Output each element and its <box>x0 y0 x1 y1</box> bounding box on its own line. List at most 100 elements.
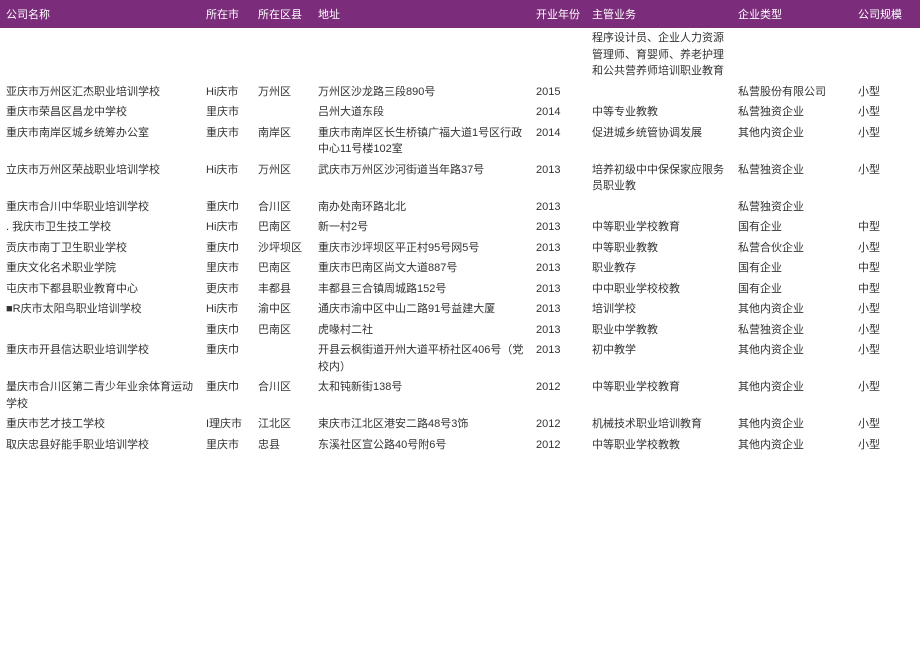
table-row: 重庆市艺才技工学校I理庆市江北区束庆市江北区港安二路48号3饰2012机械技术职… <box>0 414 920 435</box>
cell-city: Hi庆市 <box>200 160 252 197</box>
cell-scale: 小型 <box>852 102 920 123</box>
cell-type: 私营独资企业 <box>732 320 852 341</box>
cell-type: 其他内资企业 <box>732 414 852 435</box>
col-district: 所在区县 <box>252 0 312 28</box>
table-row: 贡庆市南丁卫生职业学校重庆巾沙坪坝区重庆市沙坪坝区平正村95号网5号2013中等… <box>0 238 920 259</box>
col-scale: 公司规模 <box>852 0 920 28</box>
cell-year: 2013 <box>530 299 586 320</box>
col-name: 公司名称 <box>0 0 200 28</box>
cell-district: 合川区 <box>252 197 312 218</box>
cell-business: 机械技术职业培训教育 <box>586 414 732 435</box>
cell-business: 初中教学 <box>586 340 732 377</box>
cell-business: 中等职业学校教育 <box>586 217 732 238</box>
cell-address: 虎喙村二社 <box>312 320 530 341</box>
cell-district: 江北区 <box>252 414 312 435</box>
cell-type: 其他内资企业 <box>732 435 852 456</box>
cell-business <box>586 82 732 103</box>
cell-year: 2012 <box>530 414 586 435</box>
cell-type: 私营独资企业 <box>732 102 852 123</box>
cell-type: 私营独资企业 <box>732 160 852 197</box>
cell-address: 吕州大道东段 <box>312 102 530 123</box>
cell-scale: 中型 <box>852 279 920 300</box>
cell-district: 南岸区 <box>252 123 312 160</box>
cell-address: 武庆市万州区沙河街道当年路37号 <box>312 160 530 197</box>
cell-name: 亚庆市万州区汇杰职业培训学校 <box>0 82 200 103</box>
cell-business: 促进城乡统管协调发展 <box>586 123 732 160</box>
cell-city: 更庆市 <box>200 279 252 300</box>
cell-year: 2013 <box>530 258 586 279</box>
cell-city: 重庆巾 <box>200 377 252 414</box>
cell-scale <box>852 197 920 218</box>
cell-name: 重庆市艺才技工学校 <box>0 414 200 435</box>
cell-year: 2014 <box>530 123 586 160</box>
cell-city: I理庆市 <box>200 414 252 435</box>
cell-year: 2013 <box>530 238 586 259</box>
cell-address: 开县云枫街道开州大道平桥社区406号（党校内） <box>312 340 530 377</box>
cell-district: 丰都县 <box>252 279 312 300</box>
cell-name: 重庆市开县信达职业培训学校 <box>0 340 200 377</box>
cell-city: 重庆巾 <box>200 238 252 259</box>
cell-address: 重庆市沙坪坝区平正村95号网5号 <box>312 238 530 259</box>
cell-district <box>252 28 312 82</box>
company-table: 公司名称 所在市 所在区县 地址 开业年份 主管业务 企业类型 公司规模 程序设… <box>0 0 920 455</box>
cell-name: ■R庆市太阳鸟职业培训学校 <box>0 299 200 320</box>
table-row: 量庆市合川区第二青少年业余体育运动学校重庆巾合川区太和钝新街138号2012中等… <box>0 377 920 414</box>
cell-district: 渝中区 <box>252 299 312 320</box>
cell-scale: 中型 <box>852 217 920 238</box>
col-year: 开业年份 <box>530 0 586 28</box>
cell-business: 中等职业学校教教 <box>586 435 732 456</box>
cell-type: 国有企业 <box>732 217 852 238</box>
header-row: 公司名称 所在市 所在区县 地址 开业年份 主管业务 企业类型 公司规模 <box>0 0 920 28</box>
cell-address: 万州区沙龙路三段890号 <box>312 82 530 103</box>
cell-name: 立庆市万州区荣战职业培训学校 <box>0 160 200 197</box>
cell-business: 中等职业教教 <box>586 238 732 259</box>
cell-name: 重庆市南岸区城乡统筹办公室 <box>0 123 200 160</box>
cell-type: 私营独资企业 <box>732 197 852 218</box>
cell-address <box>312 28 530 82</box>
cell-business: 培训学校 <box>586 299 732 320</box>
cell-name: 屯庆市下都县职业教育中心 <box>0 279 200 300</box>
cell-city <box>200 28 252 82</box>
cell-city: Hi庆市 <box>200 299 252 320</box>
cell-year: 2013 <box>530 160 586 197</box>
cell-address: 通庆市渝中区中山二路91号益建大厦 <box>312 299 530 320</box>
cell-scale: 中型 <box>852 258 920 279</box>
col-business: 主管业务 <box>586 0 732 28</box>
cell-type: 私营股份有限公司 <box>732 82 852 103</box>
cell-name: 重庆市荣昌区昌龙中学校 <box>0 102 200 123</box>
cell-city: Hi庆市 <box>200 217 252 238</box>
cell-business: 培养初级中中保保家应限务员职业教 <box>586 160 732 197</box>
cell-year: 2012 <box>530 435 586 456</box>
cell-type: 其他内资企业 <box>732 377 852 414</box>
cell-address: 南办处南环路北北 <box>312 197 530 218</box>
table-row: 程序设计员、企业人力资源管理师、育婴师、养老护理和公共营养师培训职业教育 <box>0 28 920 82</box>
cell-scale: 小型 <box>852 299 920 320</box>
cell-address: 重庆市巴南区尚文大道887号 <box>312 258 530 279</box>
table-row: 屯庆市下都县职业教育中心更庆市丰都县丰都县三合镇周城路152号2013中中职业学… <box>0 279 920 300</box>
cell-scale: 小型 <box>852 320 920 341</box>
cell-scale: 小型 <box>852 82 920 103</box>
cell-city: 里庆市 <box>200 102 252 123</box>
cell-year: 2013 <box>530 217 586 238</box>
cell-name: 重庆市合川中华职业培训学校 <box>0 197 200 218</box>
cell-name: 贡庆市南丁卫生职业学校 <box>0 238 200 259</box>
table-row: 重庆市开县信达职业培训学校重庆巾开县云枫街道开州大道平桥社区406号（党校内）2… <box>0 340 920 377</box>
cell-district <box>252 102 312 123</box>
col-type: 企业类型 <box>732 0 852 28</box>
cell-business: 职业教存 <box>586 258 732 279</box>
cell-year: 2013 <box>530 320 586 341</box>
cell-district: 巴南区 <box>252 320 312 341</box>
cell-city: Hi庆市 <box>200 82 252 103</box>
cell-city: 里庆市 <box>200 435 252 456</box>
cell-type: 国有企业 <box>732 279 852 300</box>
cell-business <box>586 197 732 218</box>
cell-business: 职业中学教教 <box>586 320 732 341</box>
cell-year: 2013 <box>530 279 586 300</box>
cell-address: 太和钝新街138号 <box>312 377 530 414</box>
cell-name: 取庆忠县好能手职业培训学校 <box>0 435 200 456</box>
cell-city: 重庆巾 <box>200 320 252 341</box>
cell-scale: 小型 <box>852 238 920 259</box>
cell-city: 里庆市 <box>200 258 252 279</box>
cell-address: 重庆市南岸区长生桥镇广福大道1号区行政中心11号楼102室 <box>312 123 530 160</box>
table-row: 取庆忠县好能手职业培训学校里庆市忠县东溪社区宣公路40号附6号2012中等职业学… <box>0 435 920 456</box>
